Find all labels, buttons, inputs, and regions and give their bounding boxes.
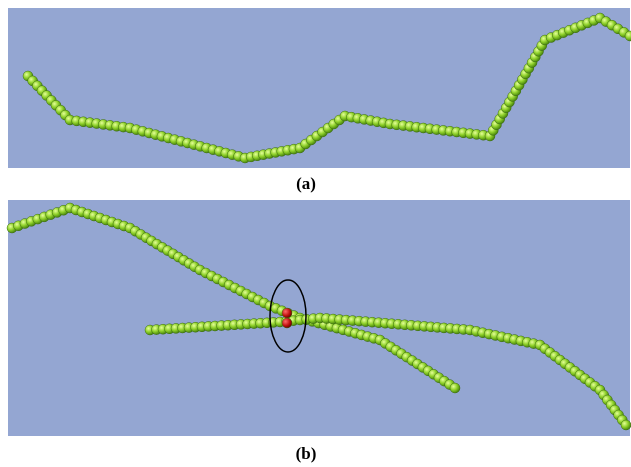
panel-label: (b) bbox=[296, 444, 317, 463]
bead bbox=[450, 383, 460, 393]
contact-bead bbox=[282, 318, 292, 328]
contact-bead bbox=[282, 308, 292, 318]
figure: (a) (b) bbox=[0, 0, 631, 467]
bead bbox=[621, 420, 631, 430]
panel-a-background bbox=[8, 8, 630, 168]
panel-label: (a) bbox=[296, 174, 316, 193]
